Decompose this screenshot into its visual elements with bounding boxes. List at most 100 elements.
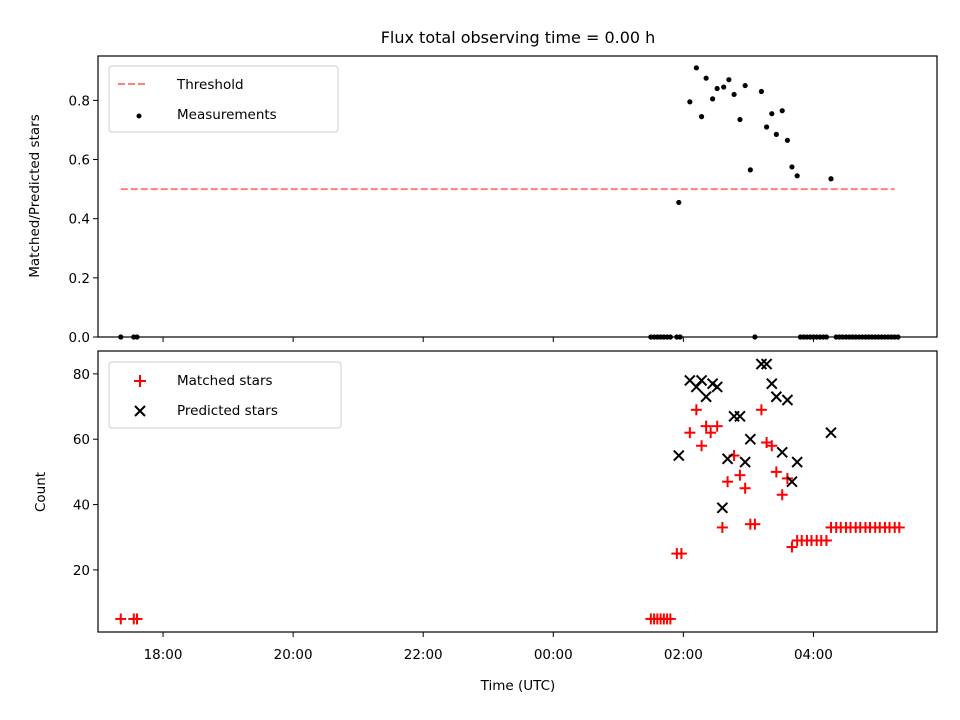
measurement-point [714,85,720,92]
measurement-point [763,124,770,130]
ratio-y-tick-label: 0.4 [69,212,90,228]
matched-stars-point [820,535,832,547]
count-x-tick-label: 04:00 [794,647,833,663]
predicted-stars-point [734,410,746,423]
matched-stars-point [716,521,728,533]
matched-stars-point [755,404,767,416]
matched-stars-point [664,613,676,625]
count-y-tick-label: 20 [73,563,90,579]
measurement-point [758,88,764,95]
count-y-tick-label: 40 [73,498,90,514]
ratio-y-axis-label: Matched/Predicted stars [27,114,43,277]
predicted-stars-point [776,446,788,458]
predicted-stars-point [700,391,712,403]
count-axes-frame [97,350,938,633]
measurement-point [779,108,785,114]
measurement-point [773,131,779,137]
predicted-stars-point [721,453,734,465]
legend-measurements-label: Measurements [177,107,277,123]
matched-stars-point [711,420,723,432]
measurement-point [742,82,748,89]
measurement-point [703,75,709,81]
count-x-tick-label: 02:00 [664,647,703,663]
ratio-y-axis: 0.0 0.2 0.4 0.6 0.8 [69,93,98,346]
count-x-axis: 18:00 20:00 22:00 00:00 02:00 04:00 [144,632,833,663]
count-legend-box [108,361,342,429]
measurement-point [794,173,800,179]
measurement-point [721,84,727,90]
matched-stars-point [734,469,746,481]
measurement-point [710,96,716,102]
count-y-axis: 20 40 60 80 [73,367,98,579]
predicted-stars-point [766,377,778,390]
predicted-stars-point [770,391,783,403]
matched-stars-point [131,613,143,625]
count-y-tick-label: 60 [73,432,90,448]
legend-measurements-swatch [136,113,142,119]
matched-stars-point [675,548,687,560]
count-y-tick-label: 80 [73,367,90,383]
ratio-panel: 0.00.20.40.60.8 Matched/Predicted stars … [27,55,938,346]
ratio-y-tick-label: 0.2 [69,271,90,287]
matched-stars-point [700,420,712,432]
predicted-stars-point [791,456,803,468]
measurement-point [789,164,795,170]
count-x-tick-label: 20:00 [274,647,313,663]
measurement-point [737,116,743,123]
predicted-stars-point [825,426,837,439]
count-x-tick-label: 18:00 [144,647,183,663]
predicted-stars-point [739,456,751,468]
measurement-point [747,167,753,173]
ratio-x-ticks [162,337,814,342]
legend-predicted-swatch [134,405,146,417]
predicted-stars-point [755,358,768,370]
measurement-point [731,91,737,98]
matched-stars-point [115,613,127,625]
count-x-tick-label: 22:00 [404,647,443,663]
predicted-stars-point [695,374,708,387]
matched-stars-point [705,427,717,439]
matched-stars-point [766,440,778,452]
count-y-axis-label: Count [33,472,49,512]
count-plot-area [115,358,905,625]
ratio-legend: Threshold Measurements [108,65,339,133]
measurement-point [698,114,705,120]
measurement-point [693,65,699,71]
legend-matched-swatch [134,375,146,387]
measurement-point [828,176,834,182]
legend-threshold-label: Threshold [176,77,244,93]
predicted-stars-point [781,394,794,406]
predicted-stars-point [673,449,685,462]
predicted-stars-point [760,358,773,370]
matched-stars-point [749,518,761,530]
matched-stars-point [696,440,708,452]
chart-title: Flux total observing time = 0.00 h [381,28,656,47]
matched-stars-point [776,489,788,501]
predicted-stars-point [786,475,798,488]
legend-matched-label: Matched stars [177,373,273,389]
count-legend: Matched stars Predicted stars [108,361,342,429]
ratio-legend-box [108,65,339,133]
count-x-axis-label: Time (UTC) [480,678,556,694]
measurement-point [769,111,775,117]
ratio-axes-frame [97,55,938,338]
matched-stars-point [722,476,734,488]
matched-stars-point [770,466,782,478]
ratio-y-tick-label: 0.8 [69,93,90,109]
ratio-y-tick-label: 0.6 [69,153,90,169]
predicted-stars-point [744,433,757,445]
matched-stars-point [684,427,696,439]
matched-stars-point [739,482,751,494]
measurement-point [726,77,732,83]
count-x-tick-label: 00:00 [534,647,573,663]
ratio-y-tick-label: 0.0 [69,330,90,346]
legend-predicted-label: Predicted stars [177,403,278,419]
matched-stars-point [893,521,905,533]
measurement-point [687,99,693,105]
predicted-stars-point [716,502,729,514]
measurement-point [784,137,791,143]
matched-stars-point [690,404,702,416]
measurement-point [676,199,682,206]
